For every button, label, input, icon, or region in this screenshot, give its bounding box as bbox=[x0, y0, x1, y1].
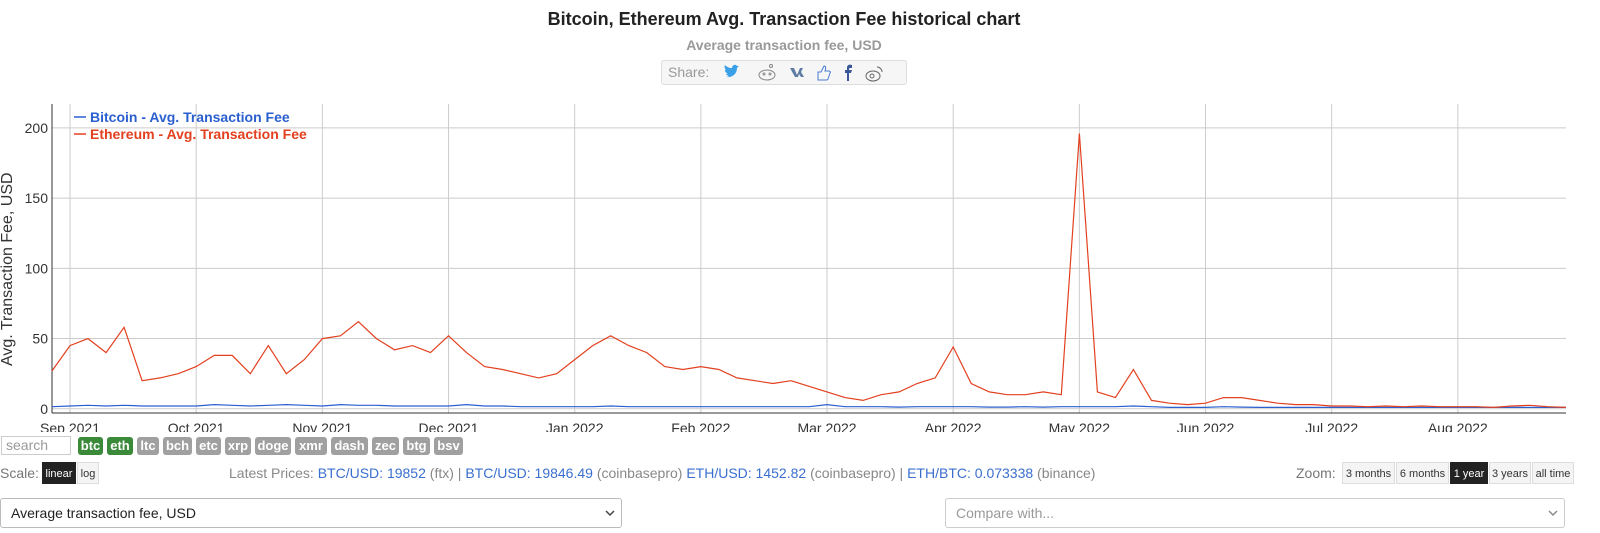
latest-prices: Latest Prices: BTC/USD: 19852 (ftx) | BT… bbox=[229, 465, 1095, 481]
x-tick-label: Jan 2022 bbox=[546, 420, 604, 432]
x-tick-label: Jul 2022 bbox=[1305, 420, 1358, 432]
zoom-label: Zoom: bbox=[1296, 465, 1336, 481]
price-source: (binance) bbox=[1037, 465, 1096, 481]
coin-tag[interactable]: ltc bbox=[137, 437, 159, 455]
series-line bbox=[51, 403, 1566, 408]
zoom-option[interactable]: 3 years bbox=[1489, 462, 1531, 484]
coin-tag[interactable]: dash bbox=[331, 437, 368, 455]
coin-tag[interactable]: eth bbox=[107, 437, 133, 455]
dropdown-arrow bbox=[1548, 510, 1558, 517]
y-tick-label: 200 bbox=[25, 120, 49, 136]
coin-tag[interactable]: zec bbox=[372, 437, 399, 455]
like-icon[interactable] bbox=[817, 65, 831, 81]
share-label: Share: bbox=[668, 64, 710, 80]
legend-label: Bitcoin - Avg. Transaction Fee bbox=[90, 109, 290, 125]
share-bar: Share: bbox=[661, 60, 907, 85]
compare-select-text: Compare with... bbox=[956, 505, 1055, 521]
page-subtitle: Average transaction fee, USD bbox=[686, 37, 882, 53]
zoom-option[interactable]: 6 months bbox=[1396, 462, 1449, 484]
price-pair[interactable]: ETH/USD: 1452.82 bbox=[686, 465, 807, 481]
facebook-icon[interactable] bbox=[845, 64, 852, 81]
scale-option[interactable]: linear bbox=[42, 462, 76, 484]
coin-tag[interactable]: bch bbox=[163, 437, 192, 455]
coin-tag[interactable]: xmr bbox=[295, 437, 327, 455]
y-tick-label: 150 bbox=[25, 190, 49, 206]
x-tick-label: Oct 2021 bbox=[168, 420, 225, 432]
y-axis-label: Avg. Transaction Fee, USD bbox=[0, 172, 16, 366]
x-tick-label: Feb 2022 bbox=[671, 420, 730, 432]
series-line bbox=[51, 133, 1567, 409]
price-pair[interactable]: BTC/USD: 19846.49 bbox=[465, 465, 593, 481]
scale-option[interactable]: log bbox=[77, 462, 99, 484]
metric-select-text: Average transaction fee, USD bbox=[11, 505, 196, 521]
reddit-icon[interactable] bbox=[758, 64, 776, 81]
weibo-icon[interactable] bbox=[865, 66, 883, 82]
coin-tag[interactable]: btc bbox=[78, 437, 103, 455]
compare-select[interactable]: Compare with... bbox=[945, 498, 1565, 528]
zoom-option[interactable]: 3 months bbox=[1342, 462, 1395, 484]
x-tick-label: Dec 2021 bbox=[419, 420, 479, 432]
vk-icon[interactable] bbox=[790, 68, 804, 77]
share-icons bbox=[724, 64, 883, 82]
plot-area bbox=[52, 104, 1566, 413]
prices-label: Latest Prices: bbox=[229, 465, 314, 481]
x-tick-label: Nov 2021 bbox=[292, 420, 352, 432]
price-source: (coinbasepro) bbox=[596, 465, 683, 481]
zoom-option[interactable]: 1 year bbox=[1450, 462, 1488, 484]
coin-tag[interactable]: btg bbox=[403, 437, 430, 455]
price-source: (ftx) | bbox=[429, 465, 462, 481]
zoom-option[interactable]: all time bbox=[1532, 462, 1574, 484]
page-title: Bitcoin, Ethereum Avg. Transaction Fee h… bbox=[547, 9, 1021, 29]
x-tick-label: Sep 2021 bbox=[40, 420, 100, 432]
metric-select[interactable]: Average transaction fee, USD bbox=[0, 498, 622, 528]
coin-tag[interactable]: doge bbox=[255, 437, 291, 455]
twitter-icon[interactable] bbox=[724, 64, 739, 78]
legend-label: Ethereum - Avg. Transaction Fee bbox=[90, 126, 307, 142]
price-source: (coinbasepro) | bbox=[810, 465, 904, 481]
x-tick-label: Mar 2022 bbox=[797, 420, 856, 432]
y-tick-label: 50 bbox=[32, 331, 48, 347]
dropdown-arrow bbox=[605, 510, 615, 517]
x-tick-label: Jun 2022 bbox=[1177, 420, 1235, 432]
scale-label: Scale: bbox=[0, 465, 39, 481]
y-tick-label: 100 bbox=[25, 260, 49, 276]
search-box[interactable]: search bbox=[1, 436, 71, 455]
price-pair[interactable]: ETH/BTC: 0.073338 bbox=[907, 465, 1034, 481]
x-tick-label: Aug 2022 bbox=[1428, 420, 1488, 432]
coin-tag[interactable]: xrp bbox=[225, 437, 251, 455]
coin-tag[interactable]: etc bbox=[196, 437, 221, 455]
price-pair[interactable]: BTC/USD: 19852 bbox=[317, 465, 426, 481]
coin-tag[interactable]: bsv bbox=[434, 437, 463, 455]
x-tick-label: Apr 2022 bbox=[925, 420, 982, 432]
y-tick-label: 0 bbox=[40, 401, 48, 417]
x-tick-label: May 2022 bbox=[1049, 420, 1111, 432]
chart: Avg. Transaction Fee, USD 0 50 100 150 200 Se… bbox=[0, 104, 1567, 432]
